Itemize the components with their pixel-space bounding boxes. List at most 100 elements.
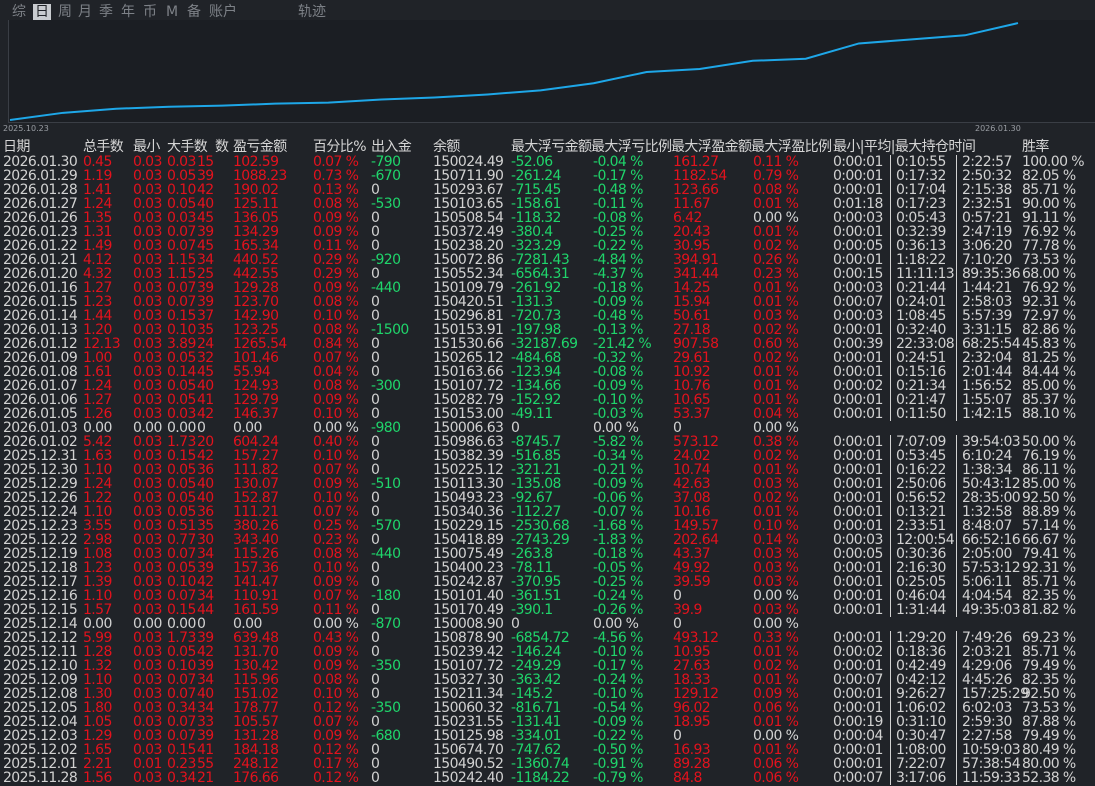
cell: 0.60 %	[753, 336, 799, 352]
cell: 0	[371, 308, 380, 324]
cell: 341.44	[673, 266, 719, 282]
cell: 150239.42	[433, 644, 504, 660]
cell: 0.09 %	[313, 574, 359, 590]
cell: 21	[197, 770, 214, 786]
cell: 0.03	[133, 406, 162, 422]
cell: 149.57	[673, 518, 719, 534]
cell: 0.03	[133, 168, 162, 184]
cell: 39:54:03	[956, 435, 1021, 449]
cell: 0:21:44	[890, 281, 946, 295]
cell: 0.00 %	[313, 420, 359, 436]
cell: -0.08 %	[593, 364, 643, 380]
cell: 0.29 %	[313, 252, 359, 268]
tab[interactable]: 月	[78, 4, 92, 20]
cell: 0.03	[133, 770, 162, 786]
cell: -0.24 %	[593, 588, 643, 604]
cell: 2026.01.05	[3, 406, 78, 422]
cell: 150101.40	[433, 588, 504, 604]
cell: 7:22:07	[890, 757, 946, 771]
cell: 87.88 %	[1022, 714, 1076, 730]
cell: 0:00:07	[833, 770, 883, 786]
cell: 2026.01.09	[3, 350, 78, 366]
tab[interactable]: 周	[58, 4, 72, 20]
column-header: 最小	[133, 139, 160, 155]
cell: 0:00:03	[833, 532, 883, 548]
tab[interactable]: 备	[187, 4, 201, 20]
cell: 36	[197, 462, 214, 478]
cell: 24	[197, 336, 214, 352]
cell: 1.41	[83, 182, 112, 198]
cell: 0.03	[167, 406, 196, 422]
cell: 150238.20	[433, 238, 504, 254]
tab[interactable]: 账户	[209, 4, 237, 20]
cell: -1360.74	[511, 756, 570, 772]
cell: 39	[197, 168, 214, 184]
cell: 1.56	[83, 770, 112, 786]
cell: 0.05	[167, 476, 196, 492]
cell: 0.03	[133, 546, 162, 562]
cell: -5.82 %	[593, 434, 643, 450]
cell: -920	[371, 252, 401, 268]
cell: 0:00:01	[833, 476, 883, 492]
cell: 11:11:13	[890, 267, 955, 281]
cell: 123.70	[233, 294, 279, 310]
cell: 150231.55	[433, 714, 504, 730]
cell: 2:58:03	[956, 295, 1012, 309]
cell: 150113.30	[433, 476, 504, 492]
cell: -790	[371, 154, 401, 170]
cell: -680	[371, 728, 401, 744]
cell: 129.79	[233, 392, 279, 408]
cell: 1.29	[83, 728, 112, 744]
cell: 43.37	[673, 546, 711, 562]
cell: -0.09 %	[593, 714, 643, 730]
cell: 2:01:44	[956, 365, 1012, 379]
cell: 2025.12.04	[3, 714, 78, 730]
cell: 151530.66	[433, 336, 504, 352]
cell: 0.07	[167, 238, 196, 254]
tab[interactable]: M	[166, 4, 179, 20]
cell: 79.49 %	[1022, 658, 1076, 674]
cell: 136.05	[233, 210, 279, 226]
cell: 0:00:01	[833, 700, 883, 716]
cell: 2025.12.30	[3, 462, 78, 478]
cell: 1182.54	[673, 168, 727, 184]
column-header: 最大浮盈金额	[671, 139, 752, 155]
cell: 0.10 %	[313, 490, 359, 506]
cell: 639.48	[233, 630, 279, 646]
cell: 0.03	[133, 700, 162, 716]
cell: 150225.12	[433, 462, 504, 478]
cell: 2:59:30	[956, 715, 1012, 729]
cell: 0.03	[133, 322, 162, 338]
cell: 101.46	[233, 350, 279, 366]
cell: 0:17:32	[890, 169, 946, 183]
cell: 0.08 %	[313, 546, 359, 562]
tab[interactable]: 季	[99, 4, 113, 20]
cell: 102.59	[233, 154, 279, 170]
tab[interactable]: 轨迹	[298, 4, 326, 20]
cell: -0.22 %	[593, 728, 643, 744]
cell: 0.07 %	[313, 154, 359, 170]
tab[interactable]: 日	[33, 4, 51, 20]
cell: 0	[371, 770, 380, 786]
cell: 0.73 %	[313, 168, 359, 184]
cell: 37.08	[673, 490, 711, 506]
cell: 1.22	[83, 490, 112, 506]
cell: 1.31	[83, 224, 112, 240]
cell: 150024.49	[433, 154, 504, 170]
tab[interactable]: 币	[143, 4, 157, 20]
cell: 2026.01.13	[3, 322, 78, 338]
cell: 2:05:00	[956, 547, 1012, 561]
cell: 81.82 %	[1022, 602, 1076, 618]
cell: 3.89	[167, 336, 196, 352]
cell: 0.03	[133, 350, 162, 366]
tab[interactable]: 年	[121, 4, 135, 20]
cell: 0:31:10	[890, 715, 946, 729]
cell: 150674.70	[433, 742, 504, 758]
cell: 1.26	[83, 406, 112, 422]
cell: 0.03	[133, 504, 162, 520]
cell: 190.02	[233, 182, 279, 198]
tab[interactable]: 综	[12, 4, 26, 20]
cell: 4.32	[83, 266, 112, 282]
column-header: 日期	[3, 139, 30, 155]
cell: 2025.12.01	[3, 756, 78, 772]
